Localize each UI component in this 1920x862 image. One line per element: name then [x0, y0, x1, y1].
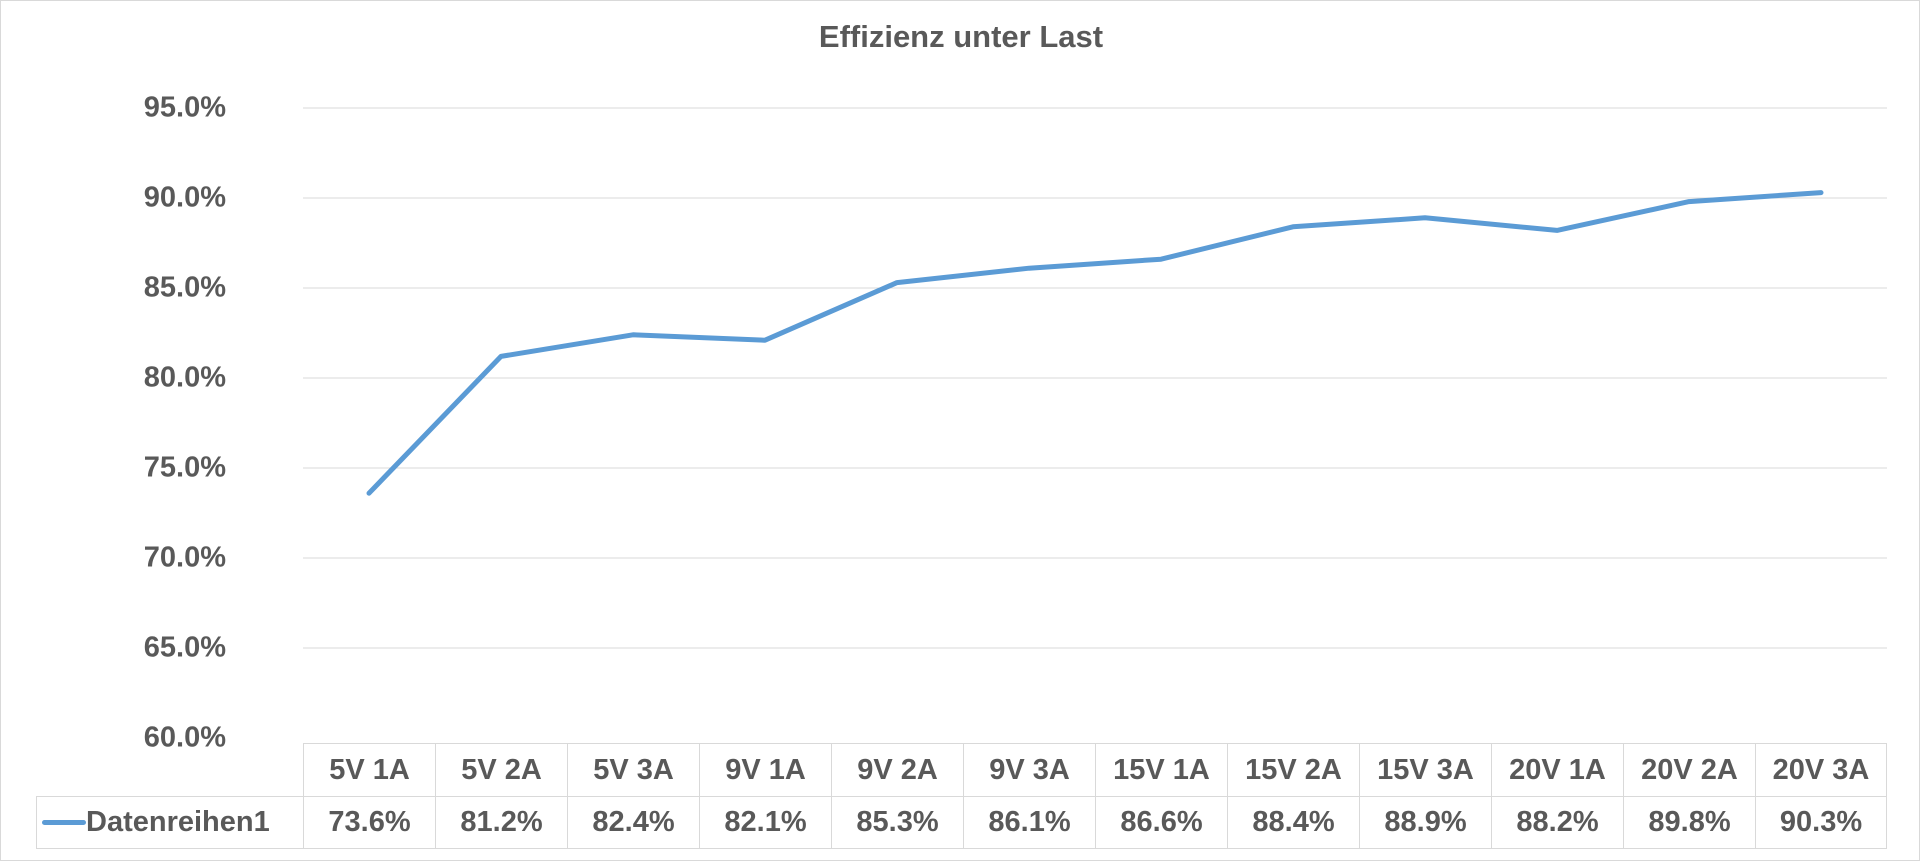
table-header-cell: 5V 3A: [567, 743, 699, 796]
table-header-cell: 15V 3A: [1359, 743, 1491, 796]
legend-cell: Datenreihen1: [36, 796, 303, 849]
table-header-cell: 5V 2A: [435, 743, 567, 796]
series-line: [366, 190, 1824, 496]
table-value-cell: 86.1%: [963, 796, 1095, 849]
y-tick-label: 75.0%: [143, 451, 226, 484]
y-tick-label: 90.0%: [143, 181, 226, 214]
table-header-cell: 20V 2A: [1623, 743, 1755, 796]
legend-series-name: Datenreihen1: [86, 806, 270, 838]
data-table-header-row: 5V 1A 5V 2A 5V 3A 9V 1A 9V 2A 9V 3A 15V 1A 15V …: [303, 743, 1887, 796]
table-value-cell: 82.4%: [567, 796, 699, 849]
series-line-legend-swatch: [42, 820, 86, 825]
table-value-cell: 81.2%: [435, 796, 567, 849]
y-tick-label: 60.0%: [143, 721, 226, 754]
table-header-cell: 20V 1A: [1491, 743, 1623, 796]
table-header-cell: 9V 1A: [699, 743, 831, 796]
table-header-cell: 9V 2A: [831, 743, 963, 796]
table-value-cell: 73.6%: [303, 796, 435, 849]
table-value-cell: 88.4%: [1227, 796, 1359, 849]
data-table-value-row: Datenreihen1 73.6% 81.2% 82.4% 82.1% 85.3% 86…: [36, 796, 1887, 849]
table-header-cell: 20V 3A: [1755, 743, 1887, 796]
chart-title: Effizienz unter Last: [818, 19, 1104, 54]
y-tick-label: 85.0%: [143, 271, 226, 304]
table-value-cell: 88.9%: [1359, 796, 1491, 849]
table-value-cell: 86.6%: [1095, 796, 1227, 849]
table-header-cell: 15V 1A: [1095, 743, 1227, 796]
table-value-cell: 85.3%: [831, 796, 963, 849]
y-tick-label: 95.0%: [143, 91, 226, 124]
y-tick-label: 80.0%: [143, 361, 226, 394]
table-value-cell: 90.3%: [1755, 796, 1887, 849]
table-value-cell: 88.2%: [1491, 796, 1623, 849]
table-header-cell: 5V 1A: [303, 743, 435, 796]
table-value-cell: 82.1%: [699, 796, 831, 849]
table-value-cell: 89.8%: [1623, 796, 1755, 849]
y-tick-label: 65.0%: [143, 631, 226, 664]
table-header-cell: 9V 3A: [963, 743, 1095, 796]
y-tick-label: 70.0%: [143, 541, 226, 574]
table-header-cell: 15V 2A: [1227, 743, 1359, 796]
